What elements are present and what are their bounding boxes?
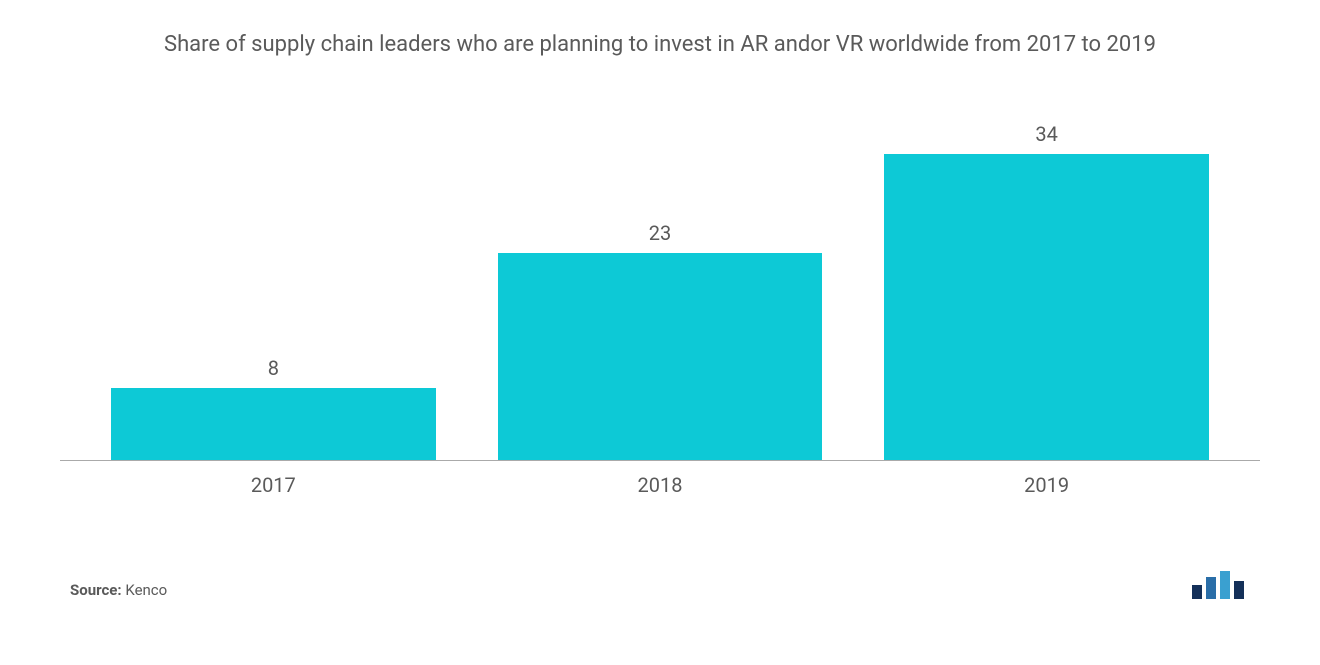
bar: [884, 154, 1209, 460]
bar-group: 8: [111, 356, 436, 460]
x-axis-labels: 2017 2018 2019: [60, 461, 1260, 497]
source-label: Source:: [70, 581, 122, 599]
bar: [498, 253, 823, 460]
source-attribution: Source: Kenco: [70, 581, 167, 599]
chart-area: 8 23 34: [60, 101, 1260, 461]
bar-value-label: 23: [649, 221, 671, 245]
brand-logo-icon: [1190, 567, 1250, 599]
bar-group: 34: [884, 122, 1209, 460]
bar-value-label: 34: [1035, 122, 1057, 146]
source-value: Kenco: [125, 581, 167, 599]
bar-group: 23: [498, 221, 823, 460]
bar: [111, 388, 436, 460]
bar-value-label: 8: [268, 356, 279, 380]
chart-container: Share of supply chain leaders who are pl…: [0, 0, 1320, 665]
x-axis-category-label: 2019: [884, 473, 1209, 497]
x-axis-category-label: 2017: [111, 473, 436, 497]
chart-title: Share of supply chain leaders who are pl…: [164, 30, 1156, 61]
chart-footer: Source: Kenco: [60, 567, 1260, 599]
x-axis-category-label: 2018: [498, 473, 823, 497]
